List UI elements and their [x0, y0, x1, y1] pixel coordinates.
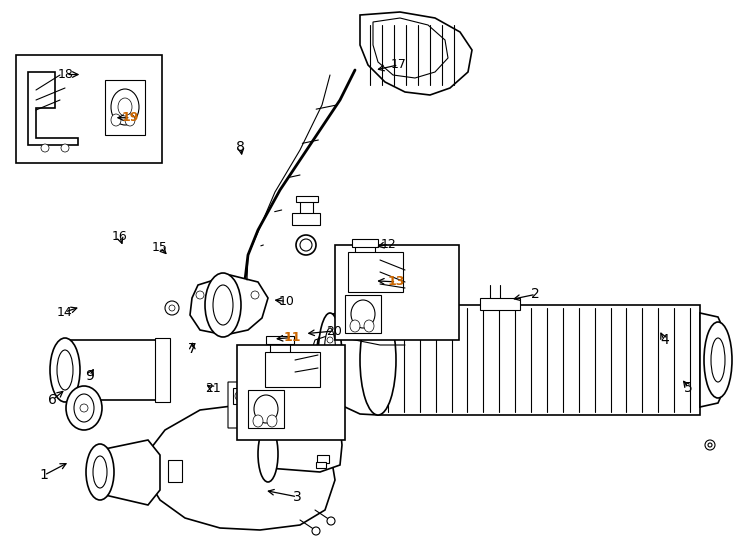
Polygon shape	[373, 18, 448, 78]
Ellipse shape	[312, 527, 320, 535]
Text: 11: 11	[283, 331, 301, 344]
Ellipse shape	[74, 394, 94, 422]
Ellipse shape	[279, 426, 291, 438]
Text: 5: 5	[684, 381, 693, 395]
Text: 18: 18	[58, 68, 74, 81]
Polygon shape	[700, 313, 730, 407]
Text: 4: 4	[660, 333, 669, 347]
Ellipse shape	[327, 337, 333, 343]
Text: 20: 20	[326, 325, 342, 338]
Text: 16: 16	[112, 230, 128, 243]
Bar	[378, 305, 700, 415]
Ellipse shape	[86, 444, 114, 500]
Text: 13: 13	[388, 275, 405, 288]
Ellipse shape	[66, 386, 102, 430]
Text: 12: 12	[381, 238, 397, 251]
Ellipse shape	[253, 415, 263, 427]
Ellipse shape	[351, 300, 375, 328]
Bar	[155, 338, 170, 402]
Ellipse shape	[324, 328, 336, 388]
Ellipse shape	[296, 235, 316, 255]
Text: 14: 14	[57, 306, 73, 319]
Ellipse shape	[80, 404, 88, 412]
Polygon shape	[90, 440, 160, 505]
Text: 21: 21	[205, 382, 221, 395]
Text: 10: 10	[278, 295, 294, 308]
Text: 8: 8	[236, 140, 245, 154]
Ellipse shape	[169, 305, 175, 311]
Ellipse shape	[118, 98, 132, 116]
Bar	[265, 352, 320, 387]
Ellipse shape	[705, 440, 715, 450]
Text: 2: 2	[531, 287, 540, 301]
Ellipse shape	[196, 291, 204, 299]
Polygon shape	[268, 420, 342, 472]
Ellipse shape	[111, 114, 121, 126]
Ellipse shape	[280, 408, 304, 432]
Ellipse shape	[111, 89, 139, 125]
Ellipse shape	[165, 301, 179, 315]
Bar	[352, 239, 378, 247]
Text: 19: 19	[122, 111, 139, 124]
Bar	[480, 298, 520, 310]
Ellipse shape	[318, 313, 342, 403]
Ellipse shape	[243, 409, 261, 427]
Polygon shape	[145, 405, 335, 530]
Bar	[292, 213, 320, 225]
Polygon shape	[190, 275, 268, 335]
Polygon shape	[315, 305, 378, 415]
Bar	[296, 196, 318, 202]
Ellipse shape	[57, 350, 73, 390]
Text: 15: 15	[152, 241, 168, 254]
Text: 1: 1	[40, 468, 48, 482]
Polygon shape	[65, 340, 170, 400]
Polygon shape	[228, 382, 262, 428]
Ellipse shape	[125, 114, 135, 126]
Text: 9: 9	[85, 369, 94, 383]
Text: 6: 6	[48, 393, 57, 407]
Ellipse shape	[258, 426, 278, 482]
Bar	[233, 388, 247, 404]
Polygon shape	[360, 12, 472, 95]
Ellipse shape	[93, 456, 107, 488]
Ellipse shape	[267, 415, 277, 427]
Ellipse shape	[327, 355, 333, 361]
Text: 3: 3	[293, 490, 302, 504]
Ellipse shape	[708, 443, 712, 447]
Text: 7: 7	[188, 342, 197, 356]
Bar	[237, 345, 345, 440]
Ellipse shape	[248, 414, 256, 422]
Ellipse shape	[251, 291, 259, 299]
Ellipse shape	[327, 517, 335, 525]
Ellipse shape	[205, 273, 241, 337]
Ellipse shape	[364, 320, 374, 332]
Bar	[266, 336, 294, 344]
Ellipse shape	[235, 391, 245, 401]
Polygon shape	[28, 72, 78, 145]
Bar	[317, 455, 329, 463]
Ellipse shape	[350, 320, 360, 332]
Ellipse shape	[41, 144, 49, 152]
Bar	[16, 55, 162, 163]
Bar	[248, 390, 284, 428]
Bar	[335, 245, 459, 340]
Bar	[168, 460, 182, 482]
Ellipse shape	[213, 285, 233, 325]
Bar	[316, 462, 326, 468]
Ellipse shape	[61, 144, 69, 152]
Ellipse shape	[711, 338, 725, 382]
Ellipse shape	[704, 322, 732, 398]
Ellipse shape	[300, 239, 312, 251]
Ellipse shape	[360, 305, 396, 415]
Bar	[105, 80, 145, 135]
Ellipse shape	[327, 373, 333, 379]
Ellipse shape	[286, 414, 298, 426]
Bar	[345, 295, 381, 333]
Ellipse shape	[254, 395, 278, 423]
Text: 17: 17	[390, 58, 407, 71]
Bar	[348, 252, 403, 292]
Ellipse shape	[50, 338, 80, 402]
